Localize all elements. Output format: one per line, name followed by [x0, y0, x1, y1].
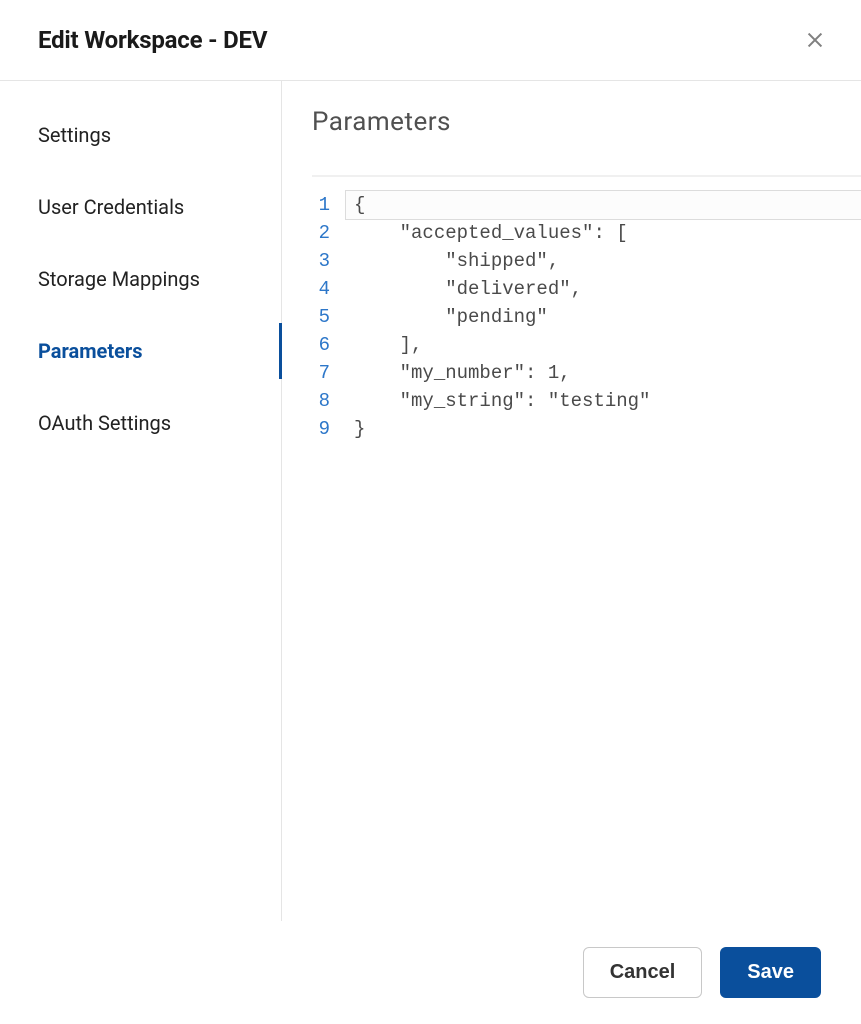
code-line[interactable]: "pending" [346, 303, 861, 331]
line-number: 7 [312, 359, 330, 387]
sidebar-item-storage-mappings[interactable]: Storage Mappings [0, 243, 281, 315]
line-number: 4 [312, 275, 330, 303]
close-icon[interactable] [804, 29, 826, 51]
parameters-code-editor[interactable]: 123456789 { "accepted_values": [ "shippe… [282, 191, 861, 443]
sidebar-item-label: User Credentials [38, 195, 184, 219]
modal-body: Settings User Credentials Storage Mappin… [0, 81, 861, 921]
divider [312, 175, 861, 177]
sidebar-item-label: OAuth Settings [38, 411, 171, 435]
code-line[interactable]: "shipped", [346, 247, 861, 275]
code-line[interactable]: "my_string": "testing" [346, 387, 861, 415]
code-line[interactable]: "accepted_values": [ [346, 219, 861, 247]
code-line[interactable]: ], [346, 331, 861, 359]
sidebar-item-oauth-settings[interactable]: OAuth Settings [0, 387, 281, 459]
line-number: 5 [312, 303, 330, 331]
line-number: 1 [312, 191, 330, 219]
line-number: 9 [312, 415, 330, 443]
line-number: 6 [312, 331, 330, 359]
sidebar-item-label: Settings [38, 123, 111, 147]
sidebar-item-parameters[interactable]: Parameters [0, 315, 281, 387]
line-number: 2 [312, 219, 330, 247]
sidebar-item-user-credentials[interactable]: User Credentials [0, 171, 281, 243]
code-line[interactable]: } [346, 415, 861, 443]
code-line[interactable]: "my_number": 1, [346, 359, 861, 387]
line-number: 3 [312, 247, 330, 275]
modal-title: Edit Workspace - DEV [38, 26, 267, 54]
code-line[interactable]: "delivered", [346, 275, 861, 303]
save-button[interactable]: Save [720, 947, 821, 998]
line-number-gutter: 123456789 [312, 191, 346, 443]
settings-panel: Parameters 123456789 { "accepted_values"… [282, 81, 861, 921]
sidebar-item-settings[interactable]: Settings [0, 99, 281, 171]
sidebar-item-label: Parameters [38, 339, 142, 363]
code-content[interactable]: { "accepted_values": [ "shipped", "deliv… [346, 191, 861, 443]
code-line[interactable]: { [346, 191, 861, 219]
panel-title: Parameters [282, 81, 861, 157]
modal-header: Edit Workspace - DEV [0, 0, 861, 81]
sidebar-nav: Settings User Credentials Storage Mappin… [0, 81, 282, 921]
sidebar-item-label: Storage Mappings [38, 267, 200, 291]
line-number: 8 [312, 387, 330, 415]
cancel-button[interactable]: Cancel [583, 947, 703, 998]
modal-footer: Cancel Save [0, 921, 861, 1024]
